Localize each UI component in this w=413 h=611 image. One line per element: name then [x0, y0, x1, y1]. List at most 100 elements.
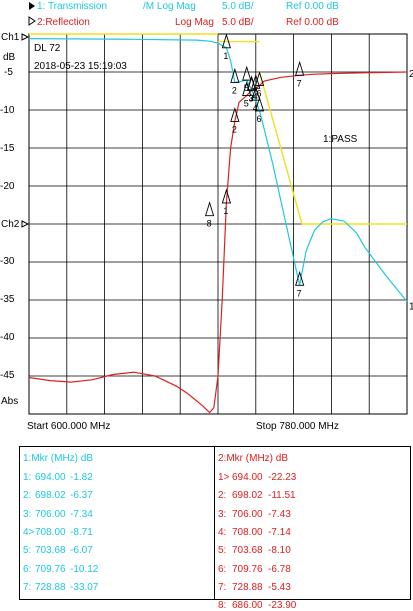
- reflection-marker-row: 8: 686.00 -23.90: [218, 600, 408, 611]
- trace2-name[interactable]: 2:Reflection: [37, 17, 90, 28]
- marker-freq: 709.76: [35, 563, 66, 575]
- limit-line: [258, 71, 303, 225]
- marker-freq: 708.00: [232, 526, 263, 538]
- ch1-ref-arrow-icon: [21, 33, 30, 41]
- marker-value: -8.10: [268, 545, 291, 557]
- marker-label: 7:: [23, 581, 32, 593]
- marker-value: -1.82: [70, 472, 93, 483]
- marker-freq: 728.88: [35, 581, 66, 593]
- reflection-trace: [28, 71, 408, 414]
- marker-label: 7:: [218, 581, 227, 593]
- y-tick-label: -40: [0, 332, 15, 343]
- reflection-marker-row: 6: 709.76 -6.78: [218, 564, 408, 575]
- marker-triangle-icon: [221, 188, 232, 204]
- marker-label: 6:: [23, 563, 32, 575]
- y-tick-label: -35: [0, 294, 15, 305]
- marker-label: 8:: [218, 600, 227, 611]
- marker-value: -7.14: [268, 526, 291, 538]
- marker-triangle-icon: [246, 75, 257, 91]
- trace1-ref[interactable]: Ref 0.00 dB: [286, 1, 339, 12]
- ch1-label: Ch1: [1, 32, 20, 43]
- y-tick-label: -10: [0, 105, 15, 116]
- marker-freq: 698.02: [35, 490, 66, 502]
- setup-name: DL 72: [34, 43, 61, 54]
- y-tick-label: -20: [0, 181, 15, 192]
- marker-table: 1:Mkr (MHz) dB 2:Mkr (MHz) dB 1: 694.00 -1…: [19, 446, 411, 611]
- trace1-format[interactable]: /M Log Mag: [143, 1, 196, 12]
- marker-label: 5:: [23, 545, 32, 557]
- marker-triangle-icon: [230, 67, 240, 83]
- marker-number-label: 3: [249, 93, 254, 103]
- marker-label: 5:: [218, 545, 227, 557]
- marker-number-label: 7: [297, 288, 302, 298]
- marker-triangle-icon: [204, 201, 215, 217]
- trace2-format[interactable]: Log Mag: [175, 17, 214, 28]
- start-frequency[interactable]: Start 600.000 MHz: [27, 421, 111, 432]
- transmission-marker-row: 1: 694.00 -1.82: [23, 472, 213, 483]
- marker-label: 4:: [218, 526, 227, 538]
- marker-number-label: 8: [207, 219, 212, 229]
- transmission-marker-row: 3: 706.00 -7.34: [23, 509, 213, 520]
- marker-freq: 728.88: [232, 581, 263, 593]
- marker-number-label: 5: [244, 99, 249, 109]
- y-tick-label: -5: [4, 67, 13, 78]
- marker-number-label: 1: [223, 206, 228, 216]
- marker-freq: 706.00: [232, 508, 263, 520]
- marker-triangle-icon: [295, 60, 305, 76]
- marker-freq: 709.76: [232, 563, 263, 575]
- trace1-name[interactable]: 1: Transmission: [37, 1, 108, 12]
- transmission-marker-row: 4> 708.00 -8.71: [23, 527, 213, 538]
- marker-number-label: 5: [244, 83, 249, 93]
- y-tick-label: -45: [0, 370, 15, 381]
- marker-triangle-icon: [251, 73, 261, 89]
- reflection-marker-row: 7: 728.88 -5.43: [218, 582, 408, 593]
- marker-label: 3:: [218, 508, 227, 520]
- trace1-scale[interactable]: 5.0 dB/: [222, 1, 254, 12]
- marker-number-label: 4: [253, 103, 258, 113]
- marker-freq: 698.02: [232, 490, 263, 502]
- pass-status: 1:PASS: [323, 134, 358, 145]
- marker-value: -33.07: [70, 581, 99, 593]
- marker-value: -7.34: [70, 508, 93, 520]
- marker-triangle-icon: [254, 96, 265, 112]
- marker-freq: 703.68: [232, 545, 263, 557]
- marker-triangle-icon: [221, 33, 232, 49]
- marker-number-label: 3: [249, 93, 254, 103]
- marker-value: -11.51: [268, 490, 296, 502]
- marker-label: 1>: [218, 472, 230, 483]
- marker-triangle-icon: [242, 65, 252, 81]
- marker-value: -5.43: [268, 581, 291, 593]
- stop-frequency[interactable]: Stop 780.000 MHz: [256, 421, 339, 432]
- marker-number-label: 6: [256, 114, 261, 124]
- marker-value: -7.43: [268, 508, 291, 520]
- marker-number-label: 2: [232, 85, 237, 95]
- table-divider: [214, 447, 215, 599]
- transmission-marker-row: 2: 698.02 -6.37: [23, 490, 213, 501]
- trace2-ref[interactable]: Ref 0.00 dB: [286, 17, 339, 28]
- y-unit-label: dB: [3, 52, 16, 63]
- marker-label: 2:: [23, 490, 32, 502]
- transmission-marker-row: 5: 703.68 -6.07: [23, 545, 213, 556]
- reflection-marker-row: 5: 703.68 -8.10: [218, 545, 408, 556]
- marker-value: -6.78: [268, 563, 291, 575]
- trace1-end-label: 1: [409, 302, 413, 313]
- marker-freq: 686.00: [232, 600, 263, 611]
- table-header-reflection: 2:Mkr (MHz) dB: [218, 453, 288, 464]
- marker-number-label: 2: [232, 124, 237, 134]
- marker-number-label: 7: [297, 78, 302, 88]
- marker-value: -6.07: [70, 545, 93, 557]
- marker-label: 3:: [23, 508, 32, 520]
- y-tick-label: -30: [0, 256, 15, 267]
- ch2-ref-arrow-icon: [21, 220, 30, 228]
- marker-label: 2:: [218, 490, 227, 502]
- trace2-scale[interactable]: 5.0 dB/: [222, 17, 254, 28]
- abs-label: Abs: [1, 396, 19, 407]
- reflection-marker-row: 1> 694.00 -22.23: [218, 472, 408, 483]
- marker-freq: 694.00: [232, 472, 263, 483]
- marker-triangle-icon: [242, 81, 252, 97]
- marker-triangle-icon: [251, 85, 261, 101]
- marker-number-label: 6: [256, 89, 261, 99]
- transmission-marker-row: 6: 709.76 -10.12: [23, 564, 213, 575]
- marker-value: -10.12: [70, 563, 99, 575]
